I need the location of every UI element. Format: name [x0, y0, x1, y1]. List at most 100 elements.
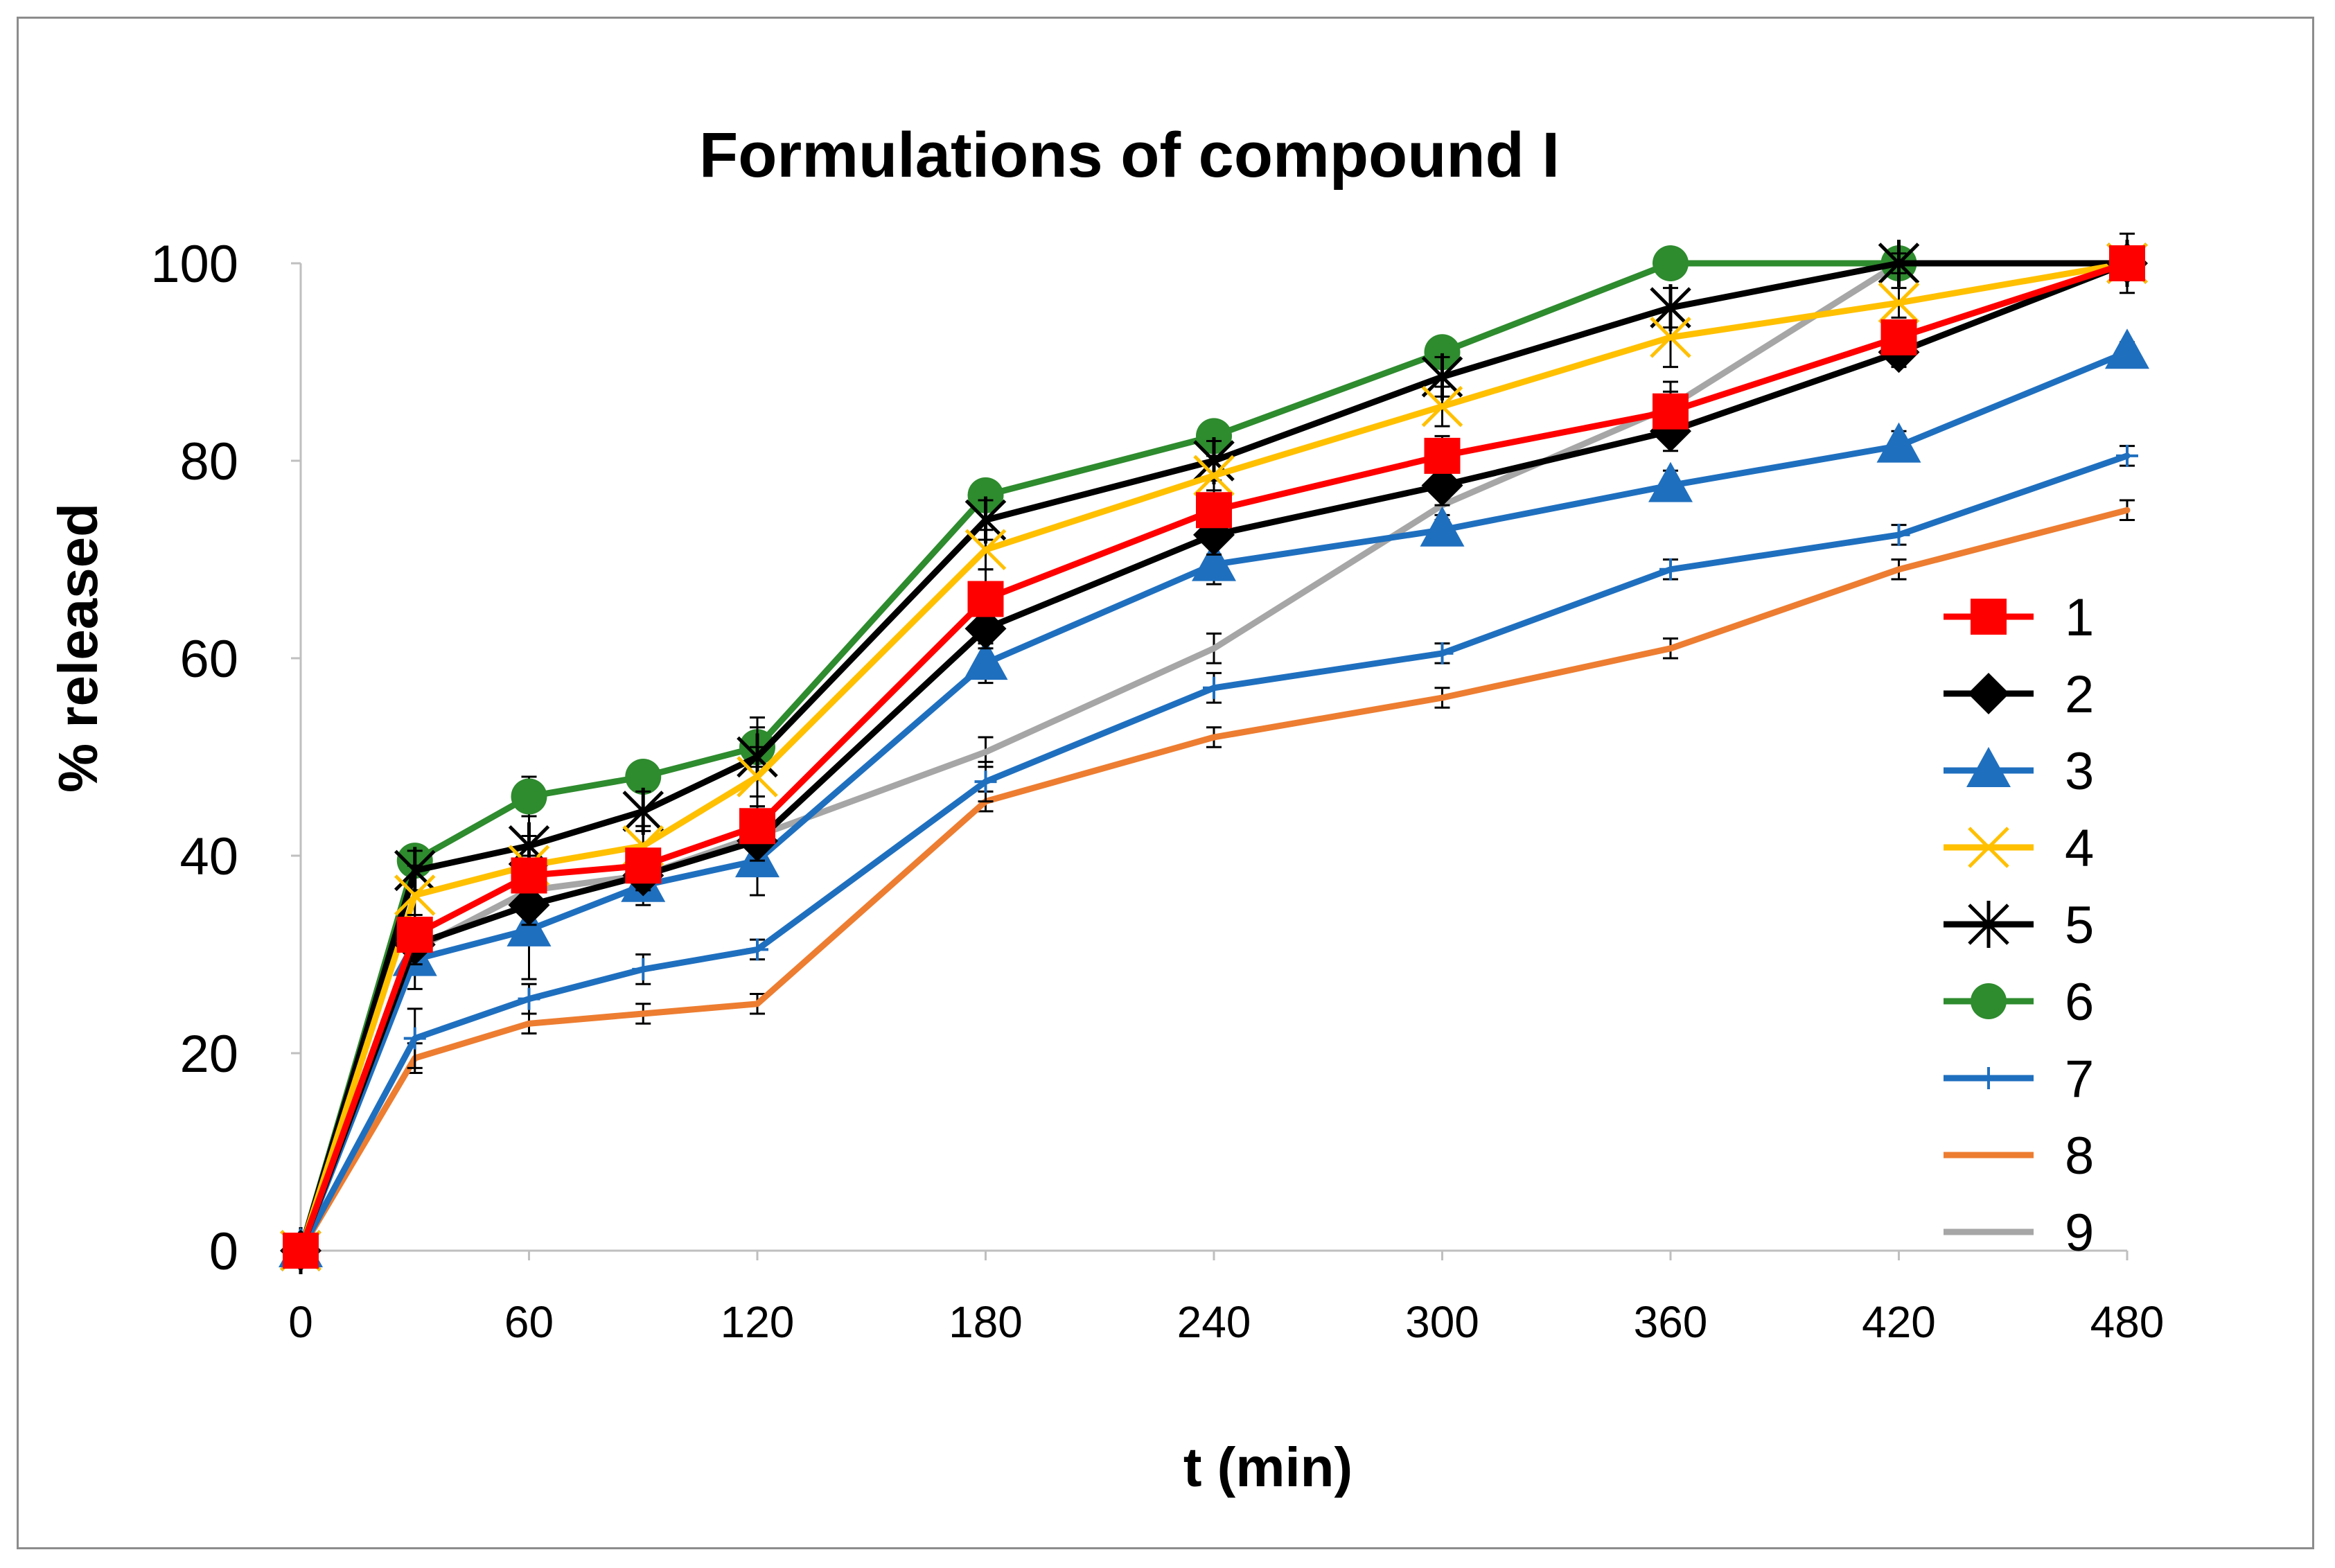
series-2	[280, 243, 2148, 1271]
data-point	[511, 778, 547, 815]
data-point	[518, 987, 540, 1010]
legend-marker	[1966, 747, 2011, 787]
x-tick-label: 0	[288, 1297, 313, 1347]
data-point	[1196, 418, 1232, 455]
axes: 0 20 40 60 80 100 0 60 120 180 240 300 360 420 480	[150, 235, 2164, 1347]
data-point	[508, 884, 550, 926]
data-point	[625, 759, 662, 795]
data-point	[967, 581, 1004, 617]
legend-item-5: 5	[1944, 896, 2094, 955]
data-point	[1431, 642, 1454, 664]
data-point	[1420, 506, 1465, 547]
data-point	[1193, 455, 1235, 497]
legend-marker	[1971, 983, 2007, 1019]
series-7	[290, 444, 2138, 1262]
x-tick-label: 480	[2090, 1297, 2165, 1347]
series-line	[297, 260, 2131, 1254]
data-point	[746, 938, 768, 961]
legend-label: 6	[2065, 973, 2094, 1032]
x-tick-label: 180	[949, 1297, 1023, 1347]
x-tick-label: 120	[721, 1297, 795, 1347]
data-point	[2109, 245, 2145, 281]
data-point	[1659, 558, 1682, 581]
legend-item-6: 6	[1944, 973, 2094, 1032]
legend-marker	[1971, 599, 2007, 635]
legend-label: 9	[2065, 1204, 2094, 1262]
data-point	[283, 1233, 319, 1269]
data-point	[1650, 317, 1691, 358]
data-point	[2105, 328, 2149, 369]
legend-marker	[1968, 673, 2009, 714]
legend-item-4: 4	[1944, 819, 2094, 878]
data-point	[737, 756, 778, 798]
data-point	[1203, 676, 1225, 699]
data-point	[403, 1027, 426, 1050]
data-point	[632, 958, 655, 980]
series-line	[297, 260, 2131, 1254]
legend-label: 5	[2065, 896, 2094, 955]
legend-label: 4	[2065, 819, 2094, 878]
series-line	[297, 260, 2131, 1254]
series-6	[283, 245, 2145, 1269]
data-point	[1878, 282, 1920, 324]
y-tick-label: 80	[179, 432, 238, 491]
x-axis-title: t (min)	[1183, 1436, 1352, 1498]
legend-label: 2	[2065, 665, 2094, 724]
data-point	[963, 640, 1008, 680]
series-9	[297, 257, 2131, 1254]
legend-item-7: 7	[1944, 1050, 2094, 1109]
data-point	[967, 477, 1004, 513]
x-tick-label: 360	[1634, 1297, 1708, 1347]
legend-marker	[1968, 827, 2009, 868]
legend-item-3: 3	[1944, 742, 2094, 801]
plot-series	[279, 232, 2149, 1274]
data-point	[396, 917, 433, 953]
data-point	[739, 808, 775, 845]
data-point	[625, 847, 662, 884]
series-5	[280, 232, 2148, 1274]
data-point	[1424, 437, 1461, 474]
series-line	[297, 260, 2131, 1254]
y-tick-label: 100	[150, 235, 238, 294]
data-point	[2116, 444, 2138, 467]
legend-item-9: 9	[1944, 1204, 2094, 1262]
chart-frame	[17, 17, 2314, 1549]
legend-item-1: 1	[1944, 588, 2094, 647]
data-point	[1876, 422, 1921, 463]
y-tick-label: 40	[179, 827, 238, 886]
series-4	[280, 243, 2148, 1271]
chart-title: Formulations of compound I	[699, 120, 1560, 191]
x-tick-label: 240	[1177, 1297, 1251, 1347]
data-point	[1878, 240, 1920, 287]
legend-item-2: 2	[1944, 665, 2094, 724]
data-point	[394, 874, 436, 916]
data-point	[974, 770, 997, 793]
data-point	[1192, 540, 1236, 581]
series-1	[283, 245, 2145, 1269]
legend-item-8: 8	[1944, 1127, 2094, 1186]
data-point	[506, 906, 552, 946]
data-point	[1648, 461, 1693, 502]
legend-label: 1	[2065, 588, 2094, 647]
data-point	[1421, 464, 1463, 506]
series-line	[297, 260, 2131, 1254]
y-tick-label: 60	[179, 630, 238, 689]
data-point	[964, 529, 1007, 571]
data-point	[1421, 385, 1463, 428]
legend-label: 7	[2065, 1050, 2094, 1109]
legend-label: 3	[2065, 742, 2094, 801]
series-line	[297, 260, 2131, 1254]
data-point	[1653, 393, 1689, 430]
data-point	[1887, 523, 1910, 546]
data-point	[1196, 492, 1232, 529]
series-8	[297, 499, 2135, 1254]
data-point	[1653, 245, 1689, 281]
x-tick-label: 60	[504, 1297, 554, 1347]
y-axis-title: % released	[47, 503, 109, 793]
x-tick-label: 300	[1405, 1297, 1479, 1347]
legend: 1 2 3 4 5 6 7 8 9	[1944, 588, 2094, 1262]
data-point	[511, 857, 547, 894]
series-line	[297, 506, 2131, 1254]
y-tick-label: 20	[179, 1025, 238, 1084]
